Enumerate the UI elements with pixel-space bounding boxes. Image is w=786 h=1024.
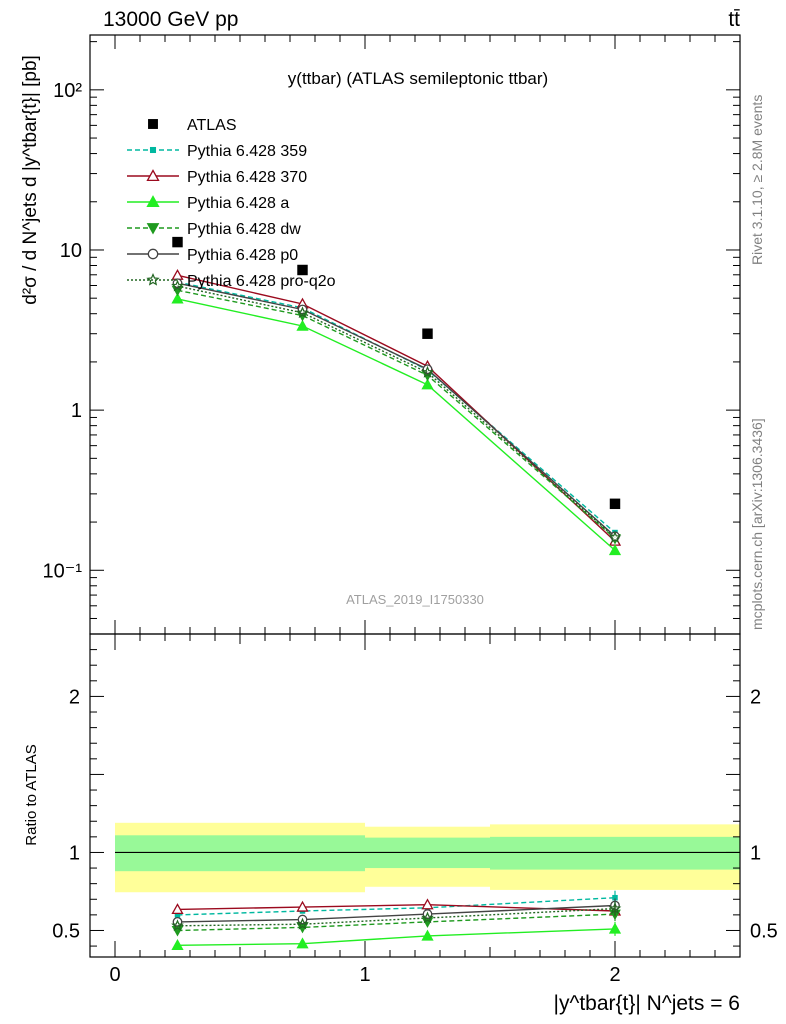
main-y-axis: 10⁻¹ 1 10 10² <box>43 35 741 635</box>
legend-label: ATLAS <box>187 117 237 134</box>
main-y-tick-label: 10² <box>53 80 82 102</box>
main-point-pythia-6-428-a <box>608 544 622 556</box>
main-y-tick-label: 10⁻¹ <box>43 560 83 582</box>
main-point-pythia-6-428-pro-q2o <box>171 279 184 292</box>
ratio-point-pythia-6-428-370 <box>421 898 434 910</box>
atlas-data-point <box>297 264 308 276</box>
ratio-y-tick-label-right: 0.5 <box>750 920 778 942</box>
main-point-pythia-6-428-p0 <box>172 278 183 289</box>
ratio-uncertainty-bands <box>115 822 740 893</box>
ratio-point-pythia-6-428-pro-q2o <box>421 911 434 924</box>
legend-marker-pythia-6-428-dw <box>146 223 160 235</box>
ratio-y-tick-label-right: 1 <box>750 842 761 864</box>
ratio-band-inner <box>115 835 365 872</box>
analysis-watermark: ATLAS_2019_I1750330 <box>346 592 484 607</box>
main-y-tick-label: 10 <box>60 240 82 262</box>
main-point-pythia-6-428-a <box>171 292 184 304</box>
ratio-point-pythia-6-428-pro-q2o <box>171 919 184 932</box>
atlas-data-point <box>609 498 621 510</box>
ratio-point-pythia-6-428-370 <box>171 903 184 915</box>
ratio-axes: 0.5 0.5 1 1 2 2 0 1 2 <box>52 634 778 986</box>
main-y-axis-label: d²σ / d N^jets d |y^tbar{t}| [pb] <box>20 55 41 305</box>
main-point-pythia-6-428-a <box>421 378 434 390</box>
ratio-point-pythia-6-428-370 <box>296 900 309 912</box>
x-axis-label: |y^tbar{t}| N^jets = 6 <box>554 992 740 1015</box>
ratio-y-tick-label: 2 <box>69 686 80 708</box>
ratio-point-pythia-6-428-359 <box>174 912 181 918</box>
atlas-data-point <box>422 328 433 339</box>
mcplots-label: mcplots.cern.ch [arXiv:1306.3436] <box>749 418 765 630</box>
ratio-line-pythia-6-428-370 <box>177 903 616 912</box>
ratio-y-tick-label-right: 2 <box>750 686 761 708</box>
atlas-data-points <box>172 236 621 510</box>
ratio-point-pythia-6-428-a <box>171 938 184 950</box>
legend-label: Pythia 6.428 dw <box>187 221 301 238</box>
header-energy: 13000 GeV pp <box>103 8 238 31</box>
main-line-pythia-6-428-p0 <box>177 282 616 537</box>
main-point-pythia-6-428-pro-q2o <box>421 365 434 378</box>
legend-marker-data <box>148 119 158 129</box>
ratio-point-pythia-6-428-a <box>421 929 434 941</box>
main-line-pythia-6-428-a <box>177 298 616 551</box>
legend: ATLAS Pythia 6.428 359 Pythia 6.428 370 Pyt… <box>127 117 336 290</box>
main-point-pythia-6-428-p0 <box>422 364 433 375</box>
ratio-band-inner <box>490 836 740 870</box>
main-y-tick-label: 1 <box>71 400 82 422</box>
atlas-data-point <box>172 236 183 248</box>
main-line-pythia-6-428-370 <box>177 274 616 542</box>
ratio-point-pythia-6-428-pro-q2o <box>296 917 309 930</box>
legend-label: Pythia 6.428 a <box>187 195 289 212</box>
rivet-version-label: Rivet 3.1.10, ≥ 2.8M events <box>749 95 765 265</box>
ratio-line-pythia-6-428-p0 <box>177 904 616 923</box>
main-line-pythia-6-428-dw <box>177 289 616 540</box>
ratio-y-tick-label: 1 <box>69 842 80 864</box>
legend-marker-pythia-6-428-359 <box>149 146 157 154</box>
legend-label: Pythia 6.428 370 <box>187 169 307 186</box>
ratio-point-pythia-6-428-a <box>296 937 309 949</box>
main-point-pythia-6-428-370 <box>171 268 184 280</box>
ratio-y-axis-label: Ratio to ATLAS <box>23 744 40 845</box>
header-process: tt̄ <box>728 8 740 31</box>
legend-marker-pythia-6-428-a <box>146 195 160 208</box>
ratio-line-pythia-6-428-pro-q2o <box>177 907 616 927</box>
x-tick-label: 2 <box>609 964 620 986</box>
main-point-pythia-6-428-pro-q2o <box>296 306 309 319</box>
ratio-line-pythia-6-428-359 <box>177 897 616 916</box>
legend-marker-pythia-6-428-pro-q2o <box>146 272 160 286</box>
legend-label: Pythia 6.428 pro-q2o <box>187 273 336 290</box>
main-point-pythia-6-428-a <box>296 319 309 331</box>
x-tick-label: 0 <box>109 964 120 986</box>
legend-label: Pythia 6.428 359 <box>187 143 307 160</box>
legend-marker-pythia-6-428-370 <box>146 169 160 182</box>
legend-label: Pythia 6.428 p0 <box>187 247 298 264</box>
ratio-line-pythia-6-428-dw <box>177 913 616 932</box>
legend-marker-pythia-6-428-p0 <box>147 248 159 260</box>
ratio-series <box>171 890 622 950</box>
main-point-pythia-6-428-pro-q2o <box>608 531 622 543</box>
ratio-line-pythia-6-428-a <box>177 928 616 946</box>
x-tick-label: 1 <box>359 964 370 986</box>
main-line-pythia-6-428-359 <box>177 281 616 534</box>
ratio-y-tick-label: 0.5 <box>52 920 80 942</box>
main-series <box>171 268 622 556</box>
main-line-pythia-6-428-pro-q2o <box>177 285 616 539</box>
chart-title: y(ttbar) (ATLAS semileptonic ttbar) <box>288 69 548 88</box>
